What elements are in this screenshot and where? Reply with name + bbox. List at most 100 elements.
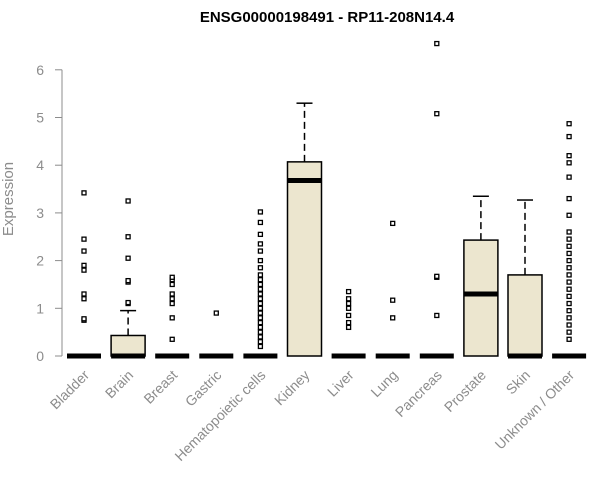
- chart-title: ENSG00000198491 - RP11-208N14.4: [200, 9, 455, 26]
- x-category-label: Skin: [503, 367, 534, 398]
- outlier-point: [566, 300, 572, 307]
- outlier-point: [566, 336, 572, 342]
- outlier-point: [566, 133, 572, 140]
- outlier-point: [434, 312, 440, 319]
- outlier-point: [434, 40, 440, 47]
- outlier-point: [257, 257, 264, 264]
- outlier-point: [257, 334, 264, 340]
- outlier-point: [390, 297, 396, 303]
- outlier-point: [169, 336, 175, 342]
- outlier-point: [257, 265, 264, 271]
- outlier-point: [81, 190, 87, 196]
- y-tick-label: 3: [36, 205, 44, 221]
- y-tick-label: 5: [36, 110, 44, 126]
- outlier-point: [81, 267, 87, 273]
- y-tick-label: 0: [36, 348, 44, 364]
- outlier-point: [257, 329, 264, 335]
- outlier-point: [434, 273, 440, 279]
- outlier-point: [257, 219, 264, 226]
- outlier-point: [257, 296, 264, 302]
- box-bladder: [67, 190, 101, 359]
- outlier-point: [169, 274, 175, 280]
- outlier-point: [125, 234, 131, 240]
- outlier-point: [81, 291, 87, 297]
- x-category-label: Unknown / Other: [492, 367, 578, 453]
- y-axis: 0 1 2 3 4 5 6: [36, 62, 63, 364]
- outlier-point: [566, 272, 572, 278]
- outlier-point: [566, 243, 572, 249]
- x-category-label: Brain: [102, 367, 136, 401]
- outlier-point: [566, 153, 572, 159]
- outlier-point: [345, 319, 352, 326]
- outlier-point: [257, 343, 264, 350]
- outlier-point: [434, 111, 440, 117]
- outlier-point: [566, 265, 572, 271]
- outlier-point: [169, 281, 175, 288]
- outlier-point: [566, 121, 572, 127]
- boxes-group: [67, 40, 587, 359]
- outlier-point: [257, 209, 264, 215]
- x-category-label: Bladder: [47, 367, 93, 413]
- outlier-point: [81, 296, 87, 302]
- outlier-point: [566, 195, 572, 202]
- outlier-point: [81, 262, 87, 269]
- x-category-label: Breast: [140, 367, 180, 407]
- box-unknown-other: [552, 121, 587, 359]
- box-lung: [375, 220, 410, 359]
- outlier-point: [169, 315, 175, 321]
- outlier-point: [566, 229, 572, 235]
- outlier-point: [81, 236, 87, 242]
- outlier-point: [169, 296, 175, 302]
- outlier-point: [345, 305, 352, 311]
- x-category-label: Liver: [324, 367, 357, 400]
- box-skin: [507, 199, 543, 359]
- outlier-point: [566, 174, 572, 180]
- box-prostate: [463, 195, 499, 357]
- outlier-point: [257, 281, 264, 288]
- outlier-point: [81, 248, 87, 254]
- outlier-point: [169, 300, 175, 307]
- outlier-point: [345, 296, 352, 302]
- outlier-point: [257, 231, 264, 238]
- outlier-point: [566, 286, 572, 292]
- outlier-point: [125, 198, 131, 204]
- outlier-point: [390, 220, 396, 227]
- outlier-point: [257, 310, 264, 316]
- box-iqr: [463, 239, 499, 357]
- outlier-point: [257, 241, 264, 247]
- outlier-point: [566, 236, 572, 242]
- x-category-label: Kidney: [271, 367, 313, 409]
- outlier-point: [257, 291, 264, 297]
- box-iqr: [286, 161, 323, 357]
- x-category-label: Pancreas: [392, 367, 445, 420]
- box-brain: [110, 198, 146, 359]
- box-liver: [331, 288, 366, 359]
- x-category-label: Lung: [367, 367, 400, 400]
- outlier-point: [390, 315, 396, 321]
- y-tick-label: 2: [36, 253, 44, 269]
- box-iqr: [507, 274, 543, 357]
- outlier-point: [566, 160, 572, 166]
- y-tick-label: 4: [36, 157, 44, 173]
- x-category-label: Gastric: [182, 367, 225, 410]
- outlier-point: [81, 316, 87, 322]
- outlier-point: [257, 277, 264, 283]
- outlier-point: [125, 277, 131, 284]
- y-tick-label: 6: [36, 62, 44, 78]
- outlier-point: [257, 324, 264, 331]
- outlier-point: [566, 279, 572, 285]
- outlier-point: [257, 315, 264, 321]
- outlier-point: [257, 272, 264, 278]
- outlier-point: [257, 339, 264, 345]
- box-hematopoietic-cells: [243, 209, 278, 359]
- outlier-point: [257, 300, 264, 307]
- x-category-label: Prostate: [441, 367, 489, 415]
- outlier-point: [345, 312, 352, 319]
- box-iqr: [110, 334, 146, 357]
- outlier-point: [345, 324, 352, 331]
- outlier-point: [566, 250, 572, 257]
- outlier-point: [566, 322, 572, 328]
- y-axis-title: Expression: [0, 162, 17, 236]
